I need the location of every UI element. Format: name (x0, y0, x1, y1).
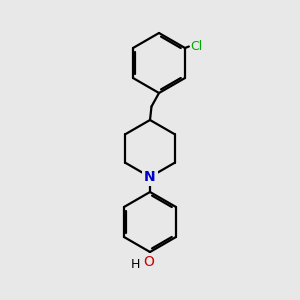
Text: O: O (143, 255, 154, 268)
Text: H: H (131, 258, 141, 271)
Text: Cl: Cl (190, 40, 202, 53)
Text: N: N (144, 170, 156, 184)
